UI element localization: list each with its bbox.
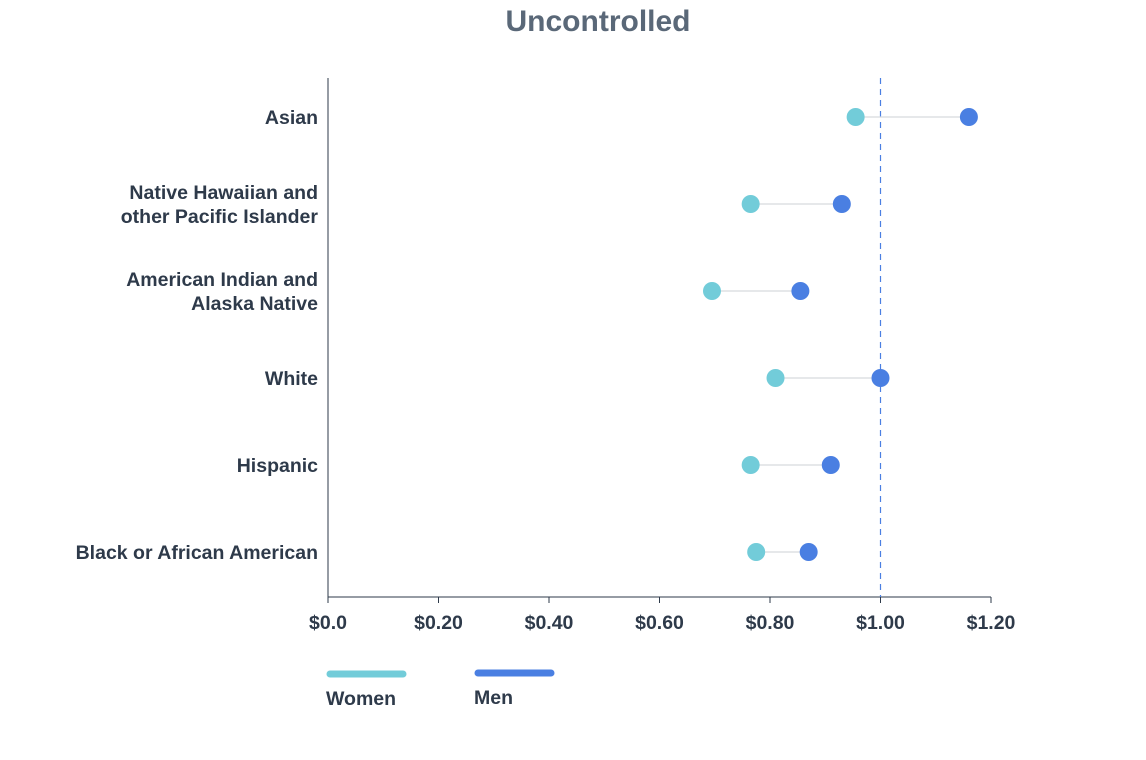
men-point: [832, 195, 851, 213]
legend-label-women: Women: [326, 688, 396, 710]
men-point: [821, 456, 840, 474]
chart-title: Uncontrolled: [506, 5, 691, 38]
men-point: [959, 108, 978, 126]
category-label: Black or African American: [76, 542, 318, 564]
x-tick-label: $0.80: [746, 612, 795, 634]
men-point: [791, 282, 810, 300]
category-label: Native Hawaiian and other Pacific Islande…: [121, 182, 319, 228]
women-point: [846, 108, 865, 126]
category-label: White: [265, 368, 318, 390]
category-label: Hispanic: [237, 455, 318, 477]
x-tick-label: $0.60: [635, 612, 684, 634]
legend: Women Men: [326, 669, 555, 710]
x-tick-label: $0.0: [309, 612, 347, 634]
plot-area: $0.0 $0.20 $0.40 $0.60 $0.80 $1.00 $1.20 Asian N…: [76, 78, 1016, 634]
women-point: [702, 282, 721, 300]
x-tick-label: $1.00: [856, 612, 905, 634]
men-point: [799, 543, 818, 561]
x-tick-label: $0.40: [525, 612, 574, 634]
men-point: [871, 369, 890, 387]
category-label: Asian: [265, 107, 318, 129]
x-tick-label: $0.20: [414, 612, 463, 634]
x-tick-label: $1.20: [967, 612, 1016, 634]
women-point: [747, 543, 766, 561]
women-point: [741, 195, 760, 213]
legend-label-men: Men: [474, 687, 513, 709]
women-point: [766, 369, 785, 387]
women-point: [741, 456, 760, 474]
category-label: American Indian and Alaska Native: [126, 269, 318, 315]
